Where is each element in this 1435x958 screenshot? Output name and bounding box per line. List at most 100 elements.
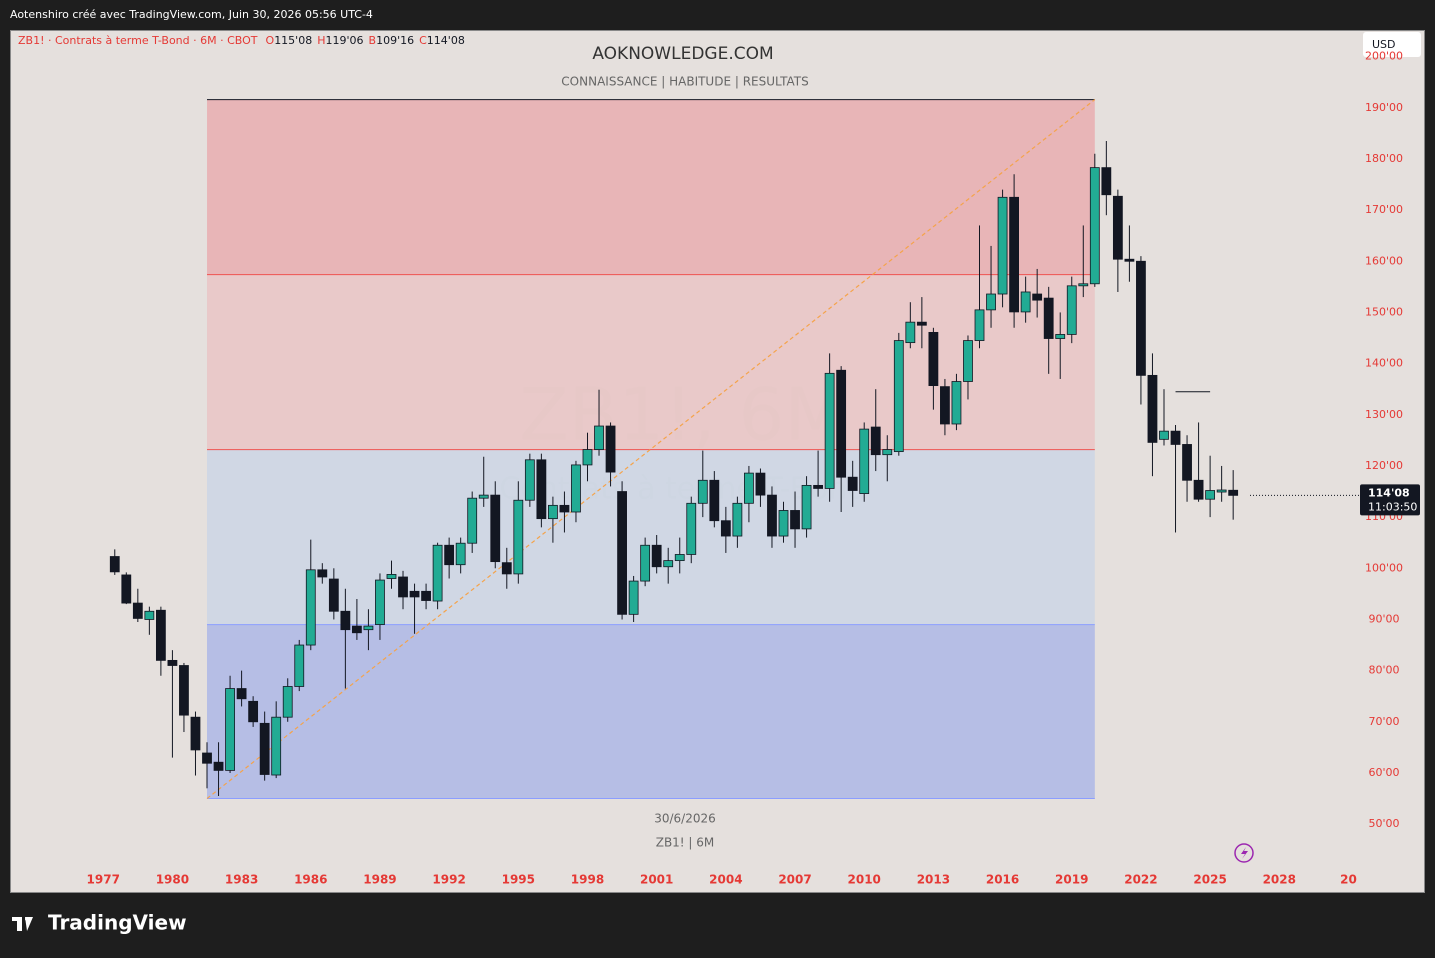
- candle-body: [155, 609, 166, 661]
- lightning-icon[interactable]: [1234, 843, 1254, 863]
- footer-date: 30/6/2026: [654, 812, 716, 826]
- candle-body: [455, 542, 466, 566]
- legend-value: 114'08: [427, 34, 465, 47]
- chart-title: AOKNOWLEDGE.COM: [592, 44, 773, 64]
- candle-body: [813, 484, 823, 489]
- candle-body: [767, 494, 777, 537]
- x-tick-label: 2010: [848, 873, 881, 887]
- plot-area: ZB1!, 6MContrats à terme T-Bond197719801…: [87, 99, 1357, 887]
- candle-body: [986, 293, 996, 311]
- legend-name: ZB1! · Contrats à terme T-Bond · 6M · CB…: [18, 34, 258, 47]
- currency[interactable]: USD: [1372, 38, 1396, 51]
- candle-body: [836, 369, 847, 478]
- candle-body: [605, 425, 616, 473]
- candle-body: [282, 686, 293, 718]
- currency-box[interactable]: [1363, 32, 1421, 57]
- candle-body: [1147, 374, 1158, 443]
- candle-body: [524, 459, 535, 501]
- candle-body: [755, 472, 766, 496]
- candle-body: [248, 700, 259, 723]
- candle-body: [536, 459, 547, 520]
- candle-body: [363, 625, 374, 631]
- zone: [207, 449, 1095, 625]
- candle-body: [167, 659, 178, 666]
- candle-body: [744, 472, 754, 504]
- candle-body: [490, 494, 501, 563]
- countdown: 11:03:50: [1368, 500, 1417, 513]
- candle-body: [398, 576, 408, 598]
- candle-body: [1228, 489, 1239, 496]
- candle-body: [1216, 489, 1227, 493]
- candle-body: [1043, 297, 1054, 339]
- candle-body: [202, 752, 212, 764]
- candle-body: [271, 716, 282, 776]
- last-price-tag: [1360, 484, 1420, 516]
- x-tick-label: 2001: [640, 873, 673, 887]
- y-tick-label: 160'00: [1365, 254, 1403, 267]
- candle-body: [190, 716, 201, 751]
- candle-body: [1078, 283, 1089, 287]
- candle-body: [651, 544, 662, 568]
- candle-body: [548, 504, 558, 520]
- candle-body: [1193, 479, 1204, 500]
- candle-body: [121, 574, 132, 604]
- candle-body: [478, 494, 489, 499]
- candle-body: [1032, 293, 1043, 301]
- y-tick-label: 130'00: [1365, 408, 1403, 421]
- candle-body: [259, 722, 270, 775]
- zone: [207, 624, 1095, 799]
- x-tick-label: 1992: [432, 873, 465, 887]
- candle-body: [109, 556, 120, 573]
- candle-body: [905, 321, 916, 344]
- brand: TradingView: [48, 911, 187, 935]
- candle-body: [328, 578, 339, 612]
- x-tick-label: 2025: [1193, 873, 1226, 887]
- candle-body: [1136, 260, 1146, 376]
- legend-value: 115'08: [274, 34, 312, 47]
- y-tick-label: 70'00: [1368, 715, 1399, 728]
- candle-body: [1182, 444, 1192, 481]
- candle-body: [617, 491, 627, 615]
- caption: Aotenshiro créé avec TradingView.com, Ju…: [10, 8, 373, 21]
- candle-body: [928, 331, 939, 387]
- candle-body: [674, 554, 685, 562]
- candle-body: [340, 610, 351, 631]
- candle-body: [132, 602, 143, 619]
- candle-body: [663, 560, 674, 568]
- candle-body: [640, 544, 651, 582]
- y-tick-label: 200'00: [1365, 50, 1403, 63]
- candle-body: [351, 625, 362, 634]
- candle-body: [824, 372, 835, 489]
- candle-body: [847, 476, 858, 491]
- candle-body: [1101, 167, 1112, 196]
- y-tick-label: 50'00: [1368, 817, 1399, 830]
- candle-body: [1066, 285, 1077, 335]
- x-tick-label: 1983: [225, 873, 258, 887]
- y-tick-label: 80'00: [1368, 664, 1399, 677]
- candle-body: [974, 309, 985, 341]
- legend-key: O: [266, 34, 275, 47]
- candle-body: [697, 479, 708, 504]
- candle-body: [732, 502, 743, 537]
- legend-key: H: [317, 34, 325, 47]
- candle-body: [501, 562, 512, 575]
- y-tick-label: 170'00: [1365, 203, 1403, 216]
- x-tick-label: 2016: [986, 873, 1019, 887]
- x-tick-label: 2022: [1124, 873, 1157, 887]
- candle-body: [686, 502, 697, 555]
- candle-body: [559, 504, 570, 513]
- candle-body: [628, 580, 639, 615]
- footer-symbol: ZB1! | 6M: [656, 836, 715, 850]
- candle-body: [1055, 334, 1066, 339]
- y-tick-label: 120'00: [1365, 459, 1403, 472]
- candle-body: [236, 688, 247, 700]
- y-tick-label: 60'00: [1368, 766, 1399, 779]
- trendline: [206, 99, 1096, 800]
- candle-body: [444, 544, 455, 566]
- candle-body: [1124, 258, 1135, 262]
- x-tick-label: 2028: [1263, 873, 1296, 887]
- candle-body: [305, 569, 316, 646]
- candle-body: [179, 665, 189, 716]
- candle-body: [213, 761, 224, 771]
